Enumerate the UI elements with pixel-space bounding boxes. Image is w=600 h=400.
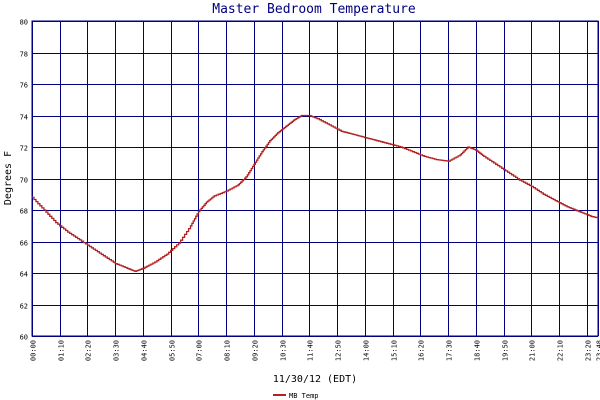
data-point: [578, 211, 580, 213]
x-tick-label: 01:10: [58, 340, 66, 361]
data-point: [126, 267, 128, 269]
data-point: [114, 263, 116, 265]
x-tick-label: 16:20: [418, 340, 426, 361]
data-point: [495, 163, 497, 165]
data-point: [189, 225, 192, 227]
data-point: [423, 155, 425, 157]
x-tick-label: 19:50: [502, 340, 510, 361]
y-tick-label: 70: [20, 177, 28, 185]
x-tick-label: 07:00: [196, 340, 204, 361]
data-point: [530, 185, 533, 187]
data-point: [376, 140, 378, 142]
data-point: [467, 146, 469, 148]
data-point: [483, 155, 485, 157]
y-tick-label: 80: [20, 19, 28, 27]
plot-area: 60 62 64 66 68 70 72 74 76 78 80 00:00 01:10 02:20 03:…: [20, 19, 600, 362]
data-point: [237, 184, 239, 186]
data-point: [447, 160, 449, 162]
data-point: [79, 239, 81, 241]
x-axis-label: 11/30/12 (EDT): [273, 374, 357, 385]
data-point: [253, 163, 255, 165]
x-tick-label: 12:50: [335, 340, 343, 361]
data-point: [261, 151, 263, 153]
y-tick-label: 68: [20, 208, 28, 216]
x-tick-label: 18:40: [474, 340, 482, 361]
x-tick-label: 23:48: [596, 340, 600, 361]
y-tick-label: 66: [20, 240, 28, 248]
data-point: [316, 118, 318, 120]
data-point: [178, 242, 180, 244]
data-point: [102, 255, 104, 257]
chart-title: Master Bedroom Temperature: [212, 2, 416, 17]
data-point: [205, 201, 207, 203]
data-point: [67, 231, 69, 233]
data-point: [590, 215, 592, 217]
data-point: [308, 114, 311, 117]
data-point: [142, 267, 144, 269]
data-point: [566, 206, 568, 208]
data-point: [43, 209, 45, 211]
data-point: [154, 261, 156, 263]
data-point: [277, 132, 279, 134]
y-tick-label: 74: [20, 114, 28, 122]
data-point: [411, 151, 414, 153]
data-point: [90, 247, 93, 249]
x-tick-label: 14:00: [363, 340, 371, 361]
data-point: [507, 171, 509, 173]
data-point: [554, 200, 556, 202]
x-tick-label: 23:20: [585, 340, 593, 361]
x-tick-label: 08:10: [224, 340, 232, 361]
data-point: [352, 133, 354, 135]
data-point: [388, 143, 390, 145]
data-point: [213, 195, 215, 197]
y-tick-label: 78: [20, 51, 28, 59]
y-axis-label: Degrees F: [3, 151, 14, 205]
x-tick-label: 22:10: [557, 340, 565, 361]
data-point: [340, 130, 342, 132]
legend: MB Temp: [273, 392, 319, 400]
data-point: [459, 154, 461, 156]
data-point: [597, 217, 599, 219]
data-point: [435, 159, 437, 161]
x-tick-label: 15:10: [391, 340, 399, 361]
x-tick-label: 10:30: [280, 340, 288, 361]
data-point: [197, 211, 200, 213]
x-tick-label: 02:20: [85, 340, 93, 361]
data-point: [475, 149, 477, 151]
y-tick-label: 62: [20, 303, 28, 311]
data-point: [134, 270, 136, 272]
data-point: [269, 140, 271, 142]
x-tick-label: 03:30: [113, 340, 121, 361]
data-point: [300, 114, 303, 117]
x-tick-label: 05:50: [169, 340, 177, 361]
data-point: [225, 190, 227, 192]
data-point: [31, 196, 33, 198]
x-tick-label: 21:00: [529, 340, 537, 361]
data-point: [400, 146, 402, 148]
y-tick-label: 76: [20, 82, 28, 90]
y-tick-label: 72: [20, 145, 28, 153]
data-point: [285, 125, 287, 128]
x-tick-label: 09:20: [252, 340, 260, 361]
data-point: [328, 124, 330, 126]
x-tick-label: 00:00: [30, 340, 38, 361]
y-tick-label: 64: [20, 271, 28, 279]
data-point: [518, 179, 521, 181]
x-tick-label: 04:40: [141, 340, 149, 361]
data-point: [166, 253, 168, 255]
data-point: [55, 222, 57, 224]
data-point: [293, 119, 295, 121]
x-tick-label: 17:30: [446, 340, 454, 361]
data-point: [542, 193, 544, 195]
data-point: [364, 137, 366, 139]
data-point: [245, 176, 247, 178]
legend-label: MB Temp: [289, 392, 319, 400]
plot-frame: [31, 20, 599, 337]
y-tick-label: 60: [20, 334, 28, 342]
x-tick-label: 11:40: [307, 340, 315, 361]
